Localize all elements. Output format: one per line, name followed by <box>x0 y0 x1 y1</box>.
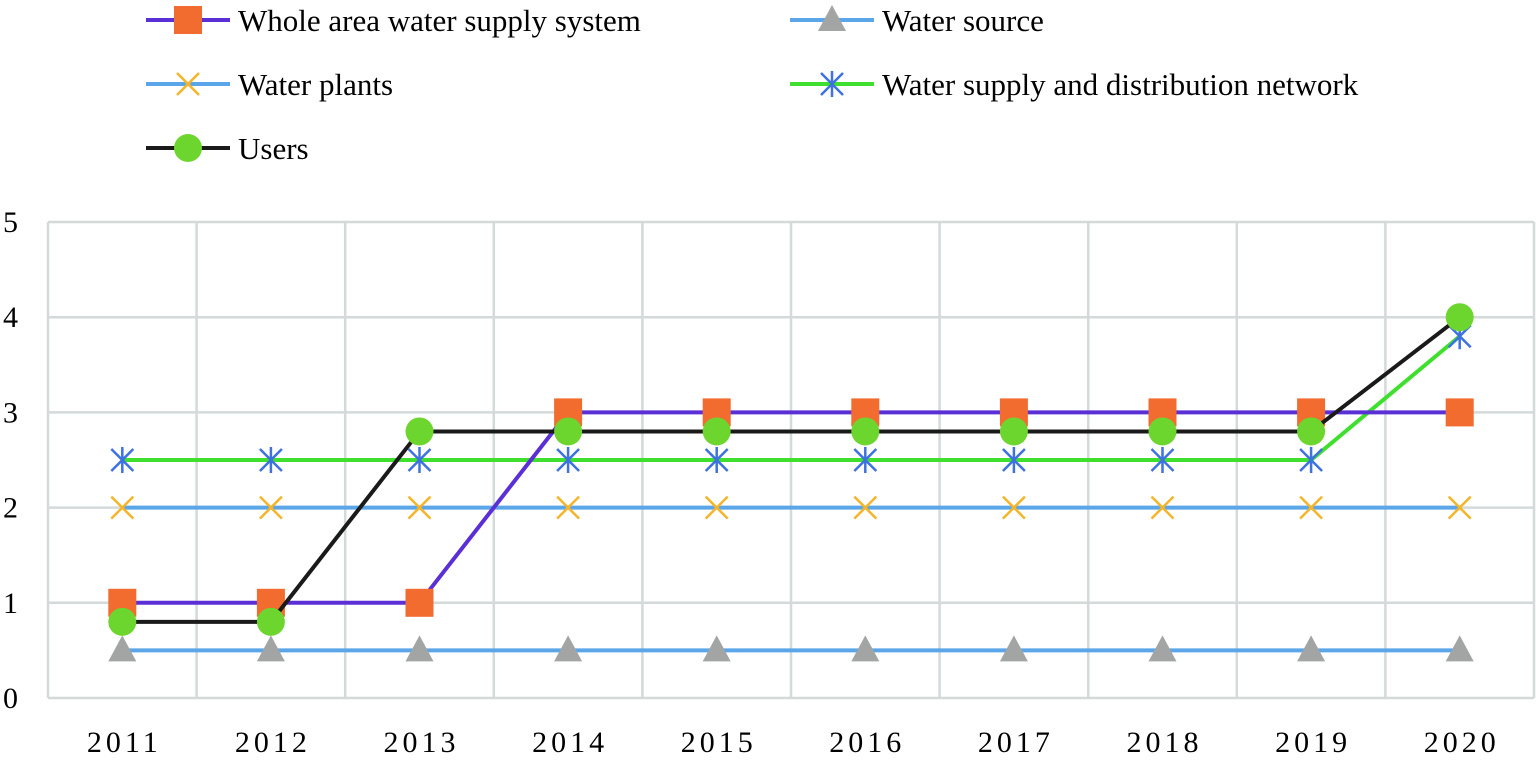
data-point <box>851 635 880 662</box>
x-tick-label: 2014 <box>532 726 608 759</box>
y-tick-label: 0 <box>3 682 18 715</box>
legend-marker <box>174 6 202 34</box>
marker-stroke <box>556 495 580 520</box>
series <box>108 303 1474 662</box>
marker-stroke <box>176 72 200 96</box>
series-users <box>108 303 1474 636</box>
axes: 0 1 2 3 4 5 2011 2012 2013 2014 2015 2016 2017 2018 20… <box>3 206 1500 759</box>
series-water-plants <box>110 495 1472 520</box>
data-point <box>556 495 580 520</box>
data-point <box>554 635 583 662</box>
marker-stroke <box>259 495 283 520</box>
data-point <box>1148 417 1177 446</box>
y-tick-label: 3 <box>3 396 18 429</box>
legend-label: Users <box>238 131 309 166</box>
legend-item: Water source <box>790 3 1044 38</box>
legend-item: Water supply and distribution network <box>790 67 1359 102</box>
legend-marker <box>174 134 202 162</box>
data-point <box>702 417 731 446</box>
marker-stroke <box>1002 495 1026 520</box>
data-point <box>1150 447 1175 473</box>
data-point <box>1150 495 1175 520</box>
data-point <box>407 447 432 473</box>
data-point <box>108 607 137 636</box>
data-point <box>1299 447 1323 473</box>
data-point <box>556 447 580 473</box>
data-point <box>1445 398 1474 427</box>
series-line <box>122 334 1461 462</box>
data-point <box>1002 495 1026 520</box>
data-point <box>702 635 731 662</box>
legend-label: Water supply and distribution network <box>882 67 1359 102</box>
y-tick-label: 5 <box>3 206 18 239</box>
x-tick-label: 2018 <box>1127 726 1203 759</box>
legend-label: Whole area water supply system <box>238 3 641 38</box>
marker-stroke <box>1299 495 1323 520</box>
y-tick-label: 2 <box>3 492 18 525</box>
data-point <box>999 635 1028 662</box>
marker-stroke <box>1150 495 1175 520</box>
marker-stroke <box>1447 495 1472 520</box>
legend-item: Whole area water supply system <box>146 3 641 38</box>
x-tick-label: 2019 <box>1275 726 1351 759</box>
marker-stroke <box>704 495 729 520</box>
series-line <box>122 315 1461 624</box>
legend-item: Users <box>146 131 309 166</box>
data-point <box>853 495 878 520</box>
data-point <box>405 588 434 617</box>
series-water-supply-and-distribution-network <box>110 323 1472 473</box>
data-point <box>704 495 729 520</box>
data-point <box>256 607 285 636</box>
marker-stroke <box>110 495 135 520</box>
data-point <box>1297 635 1326 662</box>
marker-stroke <box>407 495 432 520</box>
legend: Whole area water supply system Water sour… <box>146 3 1359 166</box>
data-point <box>1445 635 1474 662</box>
legend-marker <box>818 5 846 31</box>
data-point <box>405 635 434 662</box>
data-point <box>405 417 434 446</box>
data-point <box>999 417 1028 446</box>
data-point <box>110 495 135 520</box>
data-point <box>1445 303 1474 332</box>
data-point <box>1002 447 1026 473</box>
data-point <box>110 447 135 473</box>
x-tick-label: 2016 <box>829 726 905 759</box>
x-tick-label: 2011 <box>87 726 162 759</box>
legend-marker <box>176 72 200 96</box>
data-point <box>108 635 137 662</box>
legend-label: Water plants <box>238 67 393 102</box>
x-tick-label: 2013 <box>384 726 460 759</box>
legend-label: Water source <box>882 3 1044 38</box>
x-tick-label: 2020 <box>1424 726 1500 759</box>
series-line <box>122 410 1460 605</box>
data-point <box>407 495 432 520</box>
legend-marker <box>820 71 844 97</box>
data-point <box>1297 417 1326 446</box>
data-point <box>1447 495 1472 520</box>
data-point <box>1148 635 1177 662</box>
series-water-source <box>108 635 1474 662</box>
marker-stroke <box>853 495 878 520</box>
data-point <box>851 417 880 446</box>
data-point <box>704 447 729 473</box>
data-point <box>259 495 283 520</box>
y-tick-label: 1 <box>3 587 18 620</box>
data-point <box>554 417 583 446</box>
data-point <box>853 447 878 473</box>
y-tick-label: 4 <box>3 301 18 334</box>
data-point <box>259 447 283 473</box>
x-tick-label: 2017 <box>978 726 1054 759</box>
data-point <box>1299 495 1323 520</box>
x-tick-label: 2012 <box>235 726 311 759</box>
legend-item: Water plants <box>146 67 393 102</box>
x-tick-label: 2015 <box>681 726 757 759</box>
data-point <box>256 635 285 662</box>
